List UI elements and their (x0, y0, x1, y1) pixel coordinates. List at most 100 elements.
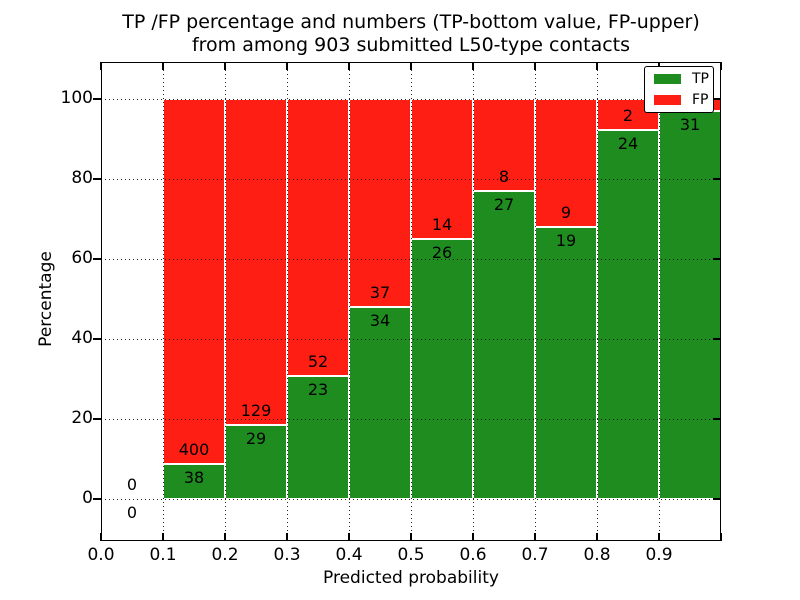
legend-label-fp: FP (692, 92, 709, 108)
bar-count-label-fp: 2 (622, 105, 634, 125)
bar-segment-tp (473, 190, 535, 499)
bar-count-label-tp: 31 (679, 115, 701, 135)
bar-count-label-fp: 9 (560, 203, 572, 223)
legend-item-fp: FP (654, 93, 709, 107)
bar-segment-fp (225, 99, 287, 426)
y-tick-label: 100 (60, 88, 93, 108)
x-tick-mark (162, 533, 164, 541)
x-tick-mark (410, 62, 412, 70)
x-tick-mark (410, 533, 412, 541)
bar-segment-tp (597, 129, 659, 499)
bar-segment-tp (287, 376, 349, 499)
y-tick-label: 40 (71, 328, 93, 348)
y-tick-mark (713, 98, 721, 100)
x-tick-mark (348, 62, 350, 70)
x-tick-mark (472, 533, 474, 541)
gridline-vertical (349, 62, 350, 541)
y-tick-mark (713, 338, 721, 340)
gridline-vertical (287, 62, 288, 541)
bar-count-label-tp: 27 (493, 194, 515, 214)
bar-count-label-fp: 400 (178, 440, 210, 460)
x-tick-label: 0.4 (335, 545, 363, 565)
gridline-vertical (659, 62, 660, 541)
bar-count-label-tp: 38 (183, 468, 205, 488)
bar-segment-fp (287, 99, 349, 377)
bar-count-label-tp: 23 (307, 380, 329, 400)
bar-segment-fp (349, 99, 411, 308)
x-axis-label: Predicted probability (323, 568, 499, 588)
x-tick-mark (658, 533, 660, 541)
x-tick-label: 0.8 (583, 545, 611, 565)
x-tick-mark (100, 62, 102, 70)
x-tick-mark (472, 62, 474, 70)
legend-item-tp: TP (654, 72, 709, 86)
bar-segment-tp (349, 307, 411, 499)
y-tick-mark (93, 338, 101, 340)
bar-count-label-fp: 129 (240, 401, 272, 421)
x-tick-mark (720, 62, 722, 70)
bar-segment-fp (163, 99, 225, 465)
y-tick-mark (713, 418, 721, 420)
x-tick-mark (720, 533, 722, 541)
bar-count-label-fp: 52 (307, 352, 329, 372)
y-tick-mark (713, 498, 721, 500)
bar-count-label-tp: 24 (617, 133, 639, 153)
x-tick-mark (162, 62, 164, 70)
x-tick-mark (596, 533, 598, 541)
x-tick-mark (348, 533, 350, 541)
y-tick-mark (93, 418, 101, 420)
chart-title-line2: from among 903 submitted L50-type contac… (191, 34, 631, 56)
bar-count-label-fp: 0 (126, 475, 138, 494)
gridline-vertical (411, 62, 412, 541)
bar-segment-tp (535, 227, 597, 499)
y-tick-label: 0 (82, 488, 93, 508)
bar-segment-tp (659, 111, 721, 499)
y-tick-label: 60 (71, 248, 93, 268)
bar-count-label-tp: 29 (245, 429, 267, 449)
x-tick-mark (224, 62, 226, 70)
bar-count-label-tp: 26 (431, 243, 453, 262)
plot-area: TP FP 0 0 400 38 129 29 52 23 37 34 14 26 8 27 9 19 2 24 3… (93, 62, 722, 541)
gridline-vertical (225, 62, 226, 541)
gridline-vertical (473, 62, 474, 541)
y-tick-mark (713, 178, 721, 180)
bar-count-label-tp: 19 (555, 231, 577, 251)
bar-count-label-tp: 0 (126, 503, 138, 522)
bar-count-label-fp: 37 (369, 283, 391, 303)
legend-label-tp: TP (692, 71, 709, 87)
x-tick-label: 0.6 (459, 545, 487, 565)
legend-swatch-fp (654, 95, 681, 105)
y-tick-mark (93, 178, 101, 180)
x-tick-label: 0.7 (521, 545, 549, 565)
x-tick-label: 0.1 (149, 545, 177, 565)
x-tick-mark (596, 62, 598, 70)
x-tick-label: 0.2 (211, 545, 239, 565)
x-tick-label: 0.0 (87, 545, 115, 565)
x-tick-label: 0.9 (645, 545, 673, 565)
gridline-vertical (535, 62, 536, 541)
gridline-vertical (163, 62, 164, 541)
bar-count-label-fp: 8 (498, 166, 510, 186)
x-tick-mark (100, 533, 102, 541)
x-tick-label: 0.3 (273, 545, 301, 565)
legend: TP FP (644, 66, 714, 113)
x-tick-mark (224, 533, 226, 541)
y-tick-label: 80 (71, 168, 93, 188)
x-tick-mark (286, 62, 288, 70)
bar-segment-tp (411, 239, 473, 499)
y-tick-mark (93, 498, 101, 500)
x-tick-mark (534, 533, 536, 541)
bar-count-label-fp: 14 (431, 215, 453, 234)
y-tick-mark (93, 98, 101, 100)
y-tick-mark (93, 258, 101, 260)
y-tick-label: 20 (71, 408, 93, 428)
bar-count-label-tp: 34 (369, 311, 391, 331)
gridline-vertical (597, 62, 598, 541)
legend-swatch-tp (654, 74, 681, 84)
x-tick-label: 0.5 (397, 545, 425, 565)
chart-title-line1: TP /FP percentage and numbers (TP-bottom… (122, 11, 700, 33)
x-tick-mark (534, 62, 536, 70)
x-tick-mark (286, 533, 288, 541)
y-tick-mark (713, 258, 721, 260)
